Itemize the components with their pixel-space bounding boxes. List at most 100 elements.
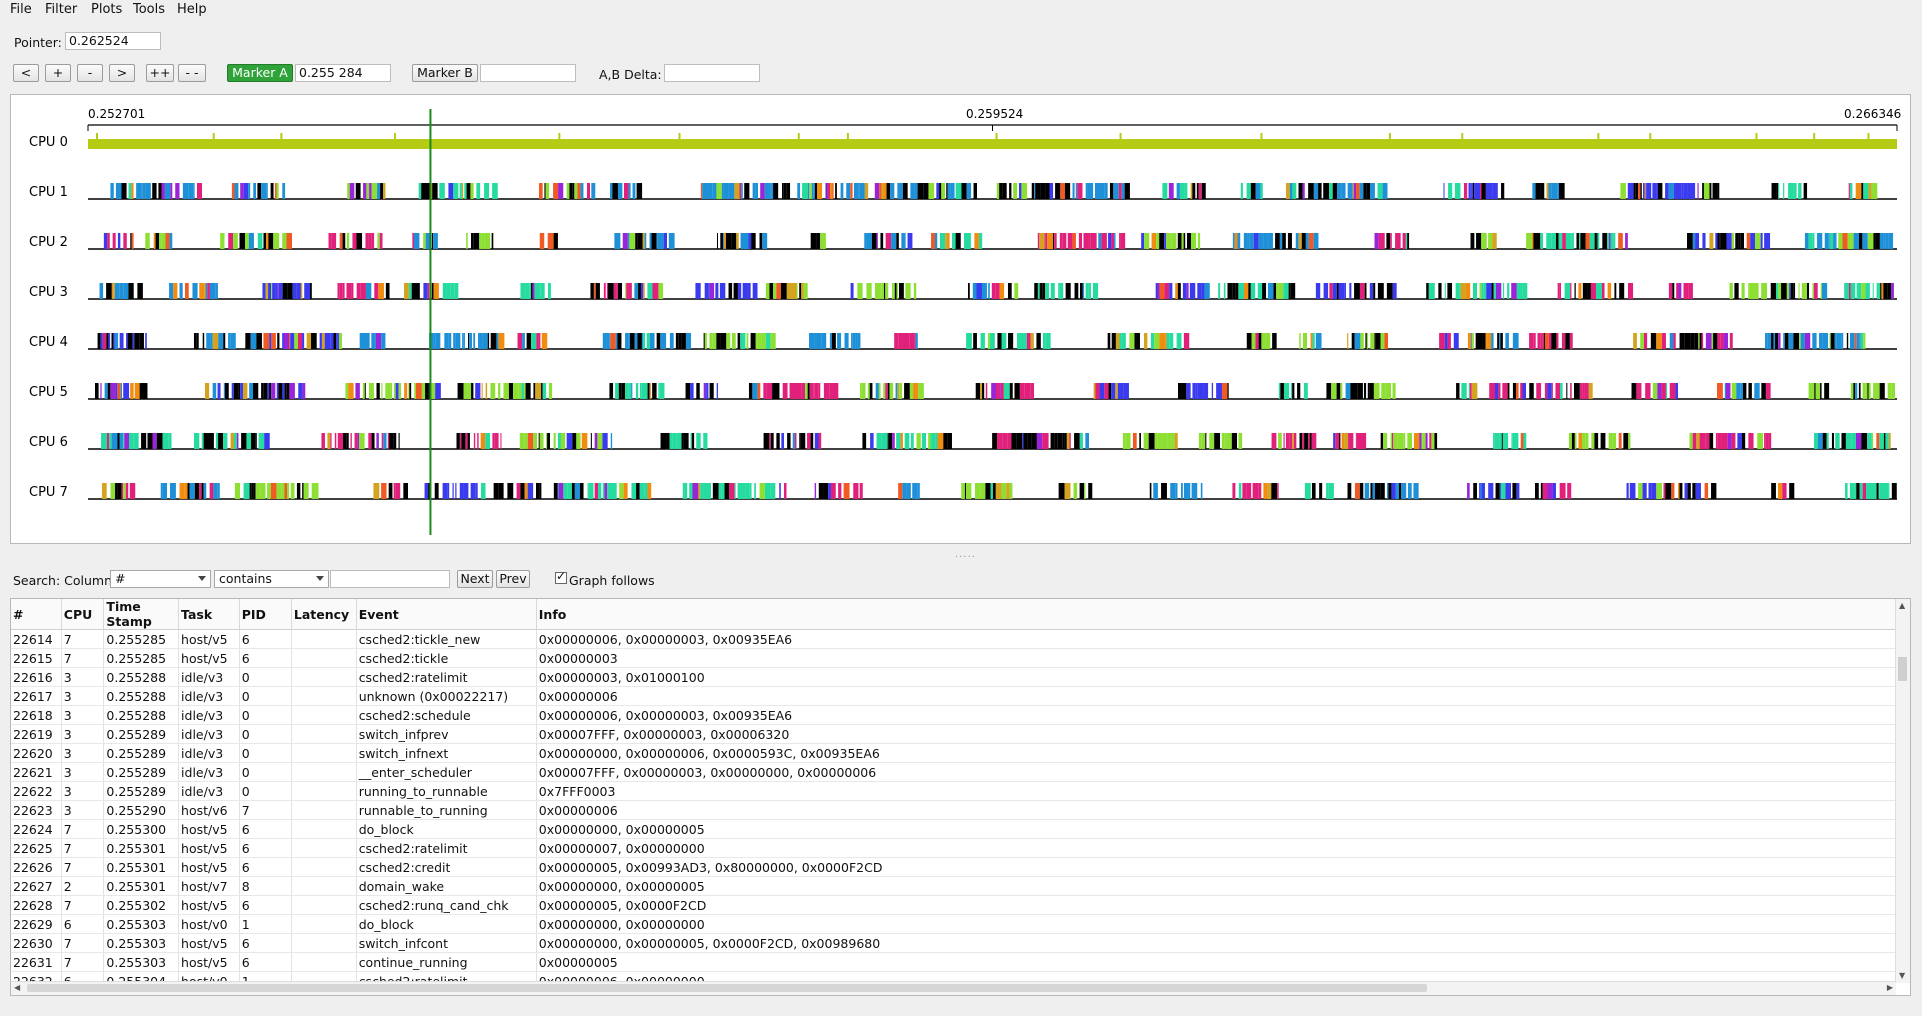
task-slice	[1703, 183, 1710, 199]
task-slice	[1231, 433, 1238, 449]
delta-field[interactable]	[664, 64, 760, 82]
table-row[interactable]: 22615 7 0.255285 host/v5 6 csched2:tickle 0x00…	[11, 648, 1897, 668]
scroll-right-button[interactable]: >	[109, 64, 135, 82]
table-row[interactable]: 22620 3 0.255289 idle/v3 0 switch_infnext 0x00…	[11, 743, 1897, 763]
table-row[interactable]: 22622 3 0.255289 idle/v3 0 running_to_runnabl…	[11, 781, 1897, 801]
table-row[interactable]: 22616 3 0.255288 idle/v3 0 csched2:ratelimit 0…	[11, 667, 1897, 687]
splitter-handle[interactable]: ·····	[955, 552, 976, 563]
graph-follows-checkbox[interactable]	[555, 569, 567, 584]
task-slice	[656, 233, 658, 249]
search-mode-select[interactable]: contains	[214, 570, 329, 588]
table-row[interactable]: 22626 7 0.255301 host/v5 6 csched2:credit 0x00…	[11, 857, 1897, 877]
column-header[interactable]: Time Stamp	[103, 599, 180, 630]
task-slice	[974, 483, 981, 499]
menu-help[interactable]: Help	[177, 2, 207, 17]
task-slice	[1459, 283, 1461, 299]
column-header[interactable]: PID	[239, 599, 292, 630]
pointer-field[interactable]: 0.262524	[65, 32, 161, 50]
task-slice	[541, 333, 548, 349]
column-header[interactable]: Latency	[291, 599, 357, 630]
table-row[interactable]: 22628 7 0.255302 host/v5 6 csched2:runq_cand_…	[11, 895, 1897, 915]
task-slice	[999, 283, 1005, 299]
marker-b-button[interactable]: Marker B	[412, 64, 478, 82]
horizontal-scrollbar[interactable]: ◀ ▶	[11, 981, 1896, 995]
task-slice	[704, 283, 709, 299]
column-header[interactable]: CPU	[61, 599, 105, 630]
scroll-left-button[interactable]: <	[13, 64, 39, 82]
vertical-scrollbar[interactable]: ▲ ▼	[1895, 599, 1910, 983]
task-slice	[269, 333, 272, 349]
table-row[interactable]: 22629 6 0.255303 host/v0 1 do_block 0x00000000…	[11, 914, 1897, 934]
table-row[interactable]: 22624 7 0.255300 host/v5 6 do_block 0x00000000…	[11, 819, 1897, 839]
task-slice	[99, 283, 101, 299]
scroll-right-icon[interactable]: ▶	[1886, 983, 1893, 992]
task-slice	[801, 283, 804, 299]
column-header[interactable]: Info	[536, 599, 1897, 630]
task-slice	[1093, 383, 1096, 399]
scroll-down-icon[interactable]: ▼	[1899, 971, 1906, 980]
zoom-max-button[interactable]: ++	[146, 64, 174, 82]
task-slice	[1181, 483, 1183, 499]
zoom-min-button[interactable]: - -	[178, 64, 206, 82]
menu-file[interactable]: File	[10, 2, 32, 17]
task-slice	[1511, 283, 1517, 299]
table-row[interactable]: 22623 3 0.255290 host/v6 7 runnable_to_runnin…	[11, 800, 1897, 820]
task-slice	[1278, 433, 1282, 449]
task-slice	[1265, 333, 1271, 349]
task-slice	[1238, 433, 1243, 449]
table-row[interactable]: 22627 2 0.255301 host/v7 8 domain_wake 0x00000…	[11, 876, 1897, 896]
vertical-scroll-thumb[interactable]	[1898, 657, 1907, 681]
task-slice	[289, 333, 291, 349]
search-next-button[interactable]: Next	[457, 570, 493, 588]
scroll-left-icon[interactable]: ◀	[14, 983, 21, 992]
marker-a-field[interactable]: 0.255 284	[295, 64, 391, 82]
column-header[interactable]: #	[11, 599, 62, 630]
table-row[interactable]: 22625 7 0.255301 host/v5 6 csched2:ratelimit 0…	[11, 838, 1897, 858]
column-header[interactable]: Task	[178, 599, 240, 630]
task-slice	[380, 183, 383, 199]
trace-graph[interactable]: 0.252701 0.259524 0.266346 CPU 0 CPU 1 CPU…	[10, 94, 1911, 544]
task-slice	[1626, 483, 1629, 499]
table-row[interactable]: 22614 7 0.255285 host/v5 6 csched2:tickle_new…	[11, 629, 1897, 649]
search-column-select[interactable]: #	[110, 570, 211, 588]
task-slice	[263, 383, 268, 399]
task-slice	[188, 183, 194, 199]
marker-a-button[interactable]: Marker A	[227, 64, 293, 82]
task-slice	[1257, 283, 1263, 299]
task-slice	[1547, 483, 1553, 499]
table-row[interactable]: 22618 3 0.255288 idle/v3 0 csched2:schedule 0x…	[11, 705, 1897, 725]
column-header[interactable]: Event	[356, 599, 537, 630]
table-row[interactable]: 22617 3 0.255288 idle/v3 0 unknown (0x0002221…	[11, 686, 1897, 706]
scroll-up-icon[interactable]: ▲	[1899, 601, 1906, 610]
table-row[interactable]: 22630 7 0.255303 host/v5 6 switch_infcont 0x00…	[11, 933, 1897, 953]
menu-tools[interactable]: Tools	[133, 2, 166, 17]
task-slice	[217, 383, 221, 399]
task-slice	[1715, 433, 1718, 449]
table-row[interactable]: 22621 3 0.255289 idle/v3 0 __enter_scheduler 0…	[11, 762, 1897, 782]
task-slice	[533, 433, 538, 449]
task-slice	[563, 483, 568, 499]
task-slice	[612, 483, 617, 499]
zoom-out-button[interactable]: -	[77, 64, 103, 82]
table-row[interactable]: 22619 3 0.255289 idle/v3 0 switch_infprev 0x00…	[11, 724, 1897, 744]
event-table[interactable]: # CPU Time Stamp Task PID Latency Event Info 22…	[10, 598, 1911, 996]
table-row[interactable]: 22631 7 0.255303 host/v5 6 continue_running 0x…	[11, 952, 1897, 972]
task-slice	[703, 383, 706, 399]
task-slice	[1483, 283, 1487, 299]
task-slice	[1511, 433, 1513, 449]
task-slice	[1861, 183, 1864, 199]
task-slice	[1107, 333, 1111, 349]
task-slice	[1838, 233, 1843, 249]
horizontal-scroll-thumb[interactable]	[27, 984, 1427, 992]
menu-plots[interactable]: Plots	[91, 2, 123, 17]
menu-filter[interactable]: Filter	[45, 2, 78, 17]
marker-b-field[interactable]	[480, 64, 576, 82]
task-slice	[352, 233, 357, 249]
search-input[interactable]	[330, 570, 450, 588]
search-prev-button[interactable]: Prev	[496, 570, 530, 588]
task-slice	[724, 483, 730, 499]
task-slice	[377, 183, 381, 199]
task-slice	[1369, 383, 1374, 399]
zoom-in-button[interactable]: +	[45, 64, 71, 82]
